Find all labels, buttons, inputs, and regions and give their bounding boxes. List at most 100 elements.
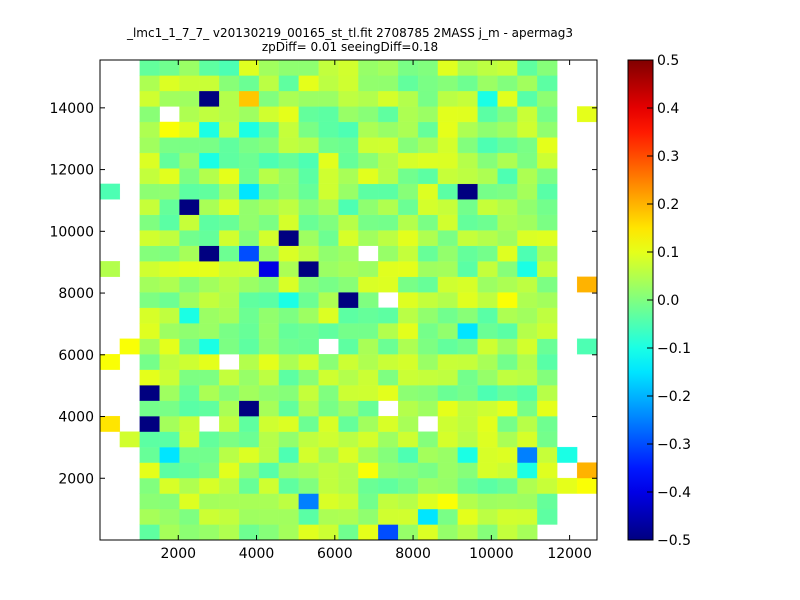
heatmap-cell <box>378 307 399 324</box>
heatmap-cell <box>537 323 558 339</box>
heatmap-cell <box>537 152 558 169</box>
heatmap-cell <box>576 338 598 355</box>
heatmap-cell <box>358 446 379 463</box>
heatmap-cell <box>159 152 180 169</box>
heatmap-cell <box>497 59 518 76</box>
heatmap-cell <box>398 152 419 169</box>
heatmap-cell <box>378 106 399 123</box>
heatmap-cell <box>258 307 280 324</box>
heatmap-cell <box>219 59 240 76</box>
heatmap-cell <box>378 493 399 510</box>
heatmap-cell <box>537 338 558 355</box>
heatmap-cell <box>417 276 439 293</box>
heatmap-cell <box>258 121 280 138</box>
heatmap-cell <box>159 276 180 293</box>
heatmap-cell <box>179 307 200 324</box>
heatmap-cell <box>219 152 240 169</box>
heatmap-cell <box>159 307 180 324</box>
heatmap-cell <box>278 245 299 262</box>
heatmap-cell <box>258 400 280 417</box>
heatmap-cell <box>239 354 260 370</box>
heatmap-cell <box>318 493 339 510</box>
heatmap-cell <box>258 524 280 541</box>
heatmap-cell <box>358 338 379 355</box>
heatmap-cell <box>437 292 458 308</box>
heatmap-cell <box>517 183 538 200</box>
heatmap-cell <box>398 90 419 107</box>
heatmap-cell <box>378 276 399 293</box>
heatmap-cell <box>398 75 419 92</box>
heatmap-cell <box>497 168 518 185</box>
heatmap-cell <box>278 214 299 231</box>
heatmap-cell <box>358 400 379 417</box>
heatmap-cell <box>239 415 260 432</box>
heatmap-cell <box>398 477 419 494</box>
heatmap-cell <box>457 59 478 76</box>
heatmap-cell <box>179 385 200 401</box>
heatmap-cell <box>179 415 200 432</box>
heatmap-cell <box>457 385 478 401</box>
heatmap-cell <box>298 493 319 510</box>
heatmap-cell <box>159 168 180 185</box>
heatmap-cell <box>517 292 538 308</box>
heatmap-cell <box>497 369 518 386</box>
heatmap-cell <box>437 245 458 262</box>
heatmap-cell <box>457 446 478 463</box>
heatmap-cell <box>537 462 558 479</box>
heatmap-cell <box>278 446 299 463</box>
heatmap-cell <box>239 230 260 246</box>
heatmap-cell <box>338 385 359 401</box>
heatmap-cell <box>278 354 299 370</box>
heatmap-cell <box>179 121 200 138</box>
heatmap-cell <box>517 106 538 123</box>
heatmap-cell <box>239 214 260 231</box>
heatmap-cell <box>517 338 538 355</box>
heatmap-cell <box>258 446 280 463</box>
heatmap-cell <box>417 369 439 386</box>
heatmap-cell <box>179 493 200 510</box>
heatmap-cell <box>318 106 339 123</box>
heatmap-cell <box>199 462 220 479</box>
heatmap-cell <box>457 230 478 246</box>
x-tick-label: 6000 <box>317 546 353 562</box>
heatmap-cell <box>358 462 379 479</box>
heatmap-cell <box>338 307 359 324</box>
heatmap-cell <box>199 524 220 541</box>
heatmap-cell <box>298 477 319 494</box>
heatmap-cell <box>477 137 498 154</box>
heatmap-cell <box>517 369 538 386</box>
chart-title-line1: _lmc1_1_7_7_ v20130219_00165_st_tl.fit 2… <box>126 26 573 40</box>
heatmap-cell <box>358 152 379 169</box>
heatmap-cell <box>219 462 240 479</box>
heatmap-cell <box>139 446 160 463</box>
heatmap-cell <box>239 477 260 494</box>
heatmap-cell <box>199 477 220 494</box>
heatmap-cell <box>417 261 439 277</box>
heatmap-cell <box>457 292 478 308</box>
heatmap-cell <box>398 121 419 138</box>
heatmap-cell <box>258 385 280 401</box>
heatmap-cell <box>457 524 478 541</box>
heatmap-cell <box>457 121 478 138</box>
heatmap-cell <box>219 493 240 510</box>
heatmap-cell <box>477 524 498 541</box>
heatmap-cell <box>159 183 180 200</box>
heatmap-cell <box>239 106 260 123</box>
heatmap-cell <box>497 307 518 324</box>
heatmap-cell <box>477 183 498 200</box>
y-tick-label: 2000 <box>58 471 94 487</box>
heatmap-cell <box>258 245 280 262</box>
heatmap-cell <box>258 323 280 339</box>
heatmap-cell <box>537 276 558 293</box>
heatmap-cell <box>477 385 498 401</box>
heatmap-cell <box>338 121 359 138</box>
heatmap-cell <box>437 183 458 200</box>
x-tick-label: 12000 <box>547 546 592 562</box>
heatmap-cell <box>318 477 339 494</box>
heatmap-cell <box>318 323 339 339</box>
heatmap-cell <box>417 152 439 169</box>
heatmap-cell <box>338 106 359 123</box>
heatmap-cell <box>199 121 220 138</box>
colorbar-tick-label: −0.2 <box>657 389 691 405</box>
heatmap-cell <box>398 369 419 386</box>
